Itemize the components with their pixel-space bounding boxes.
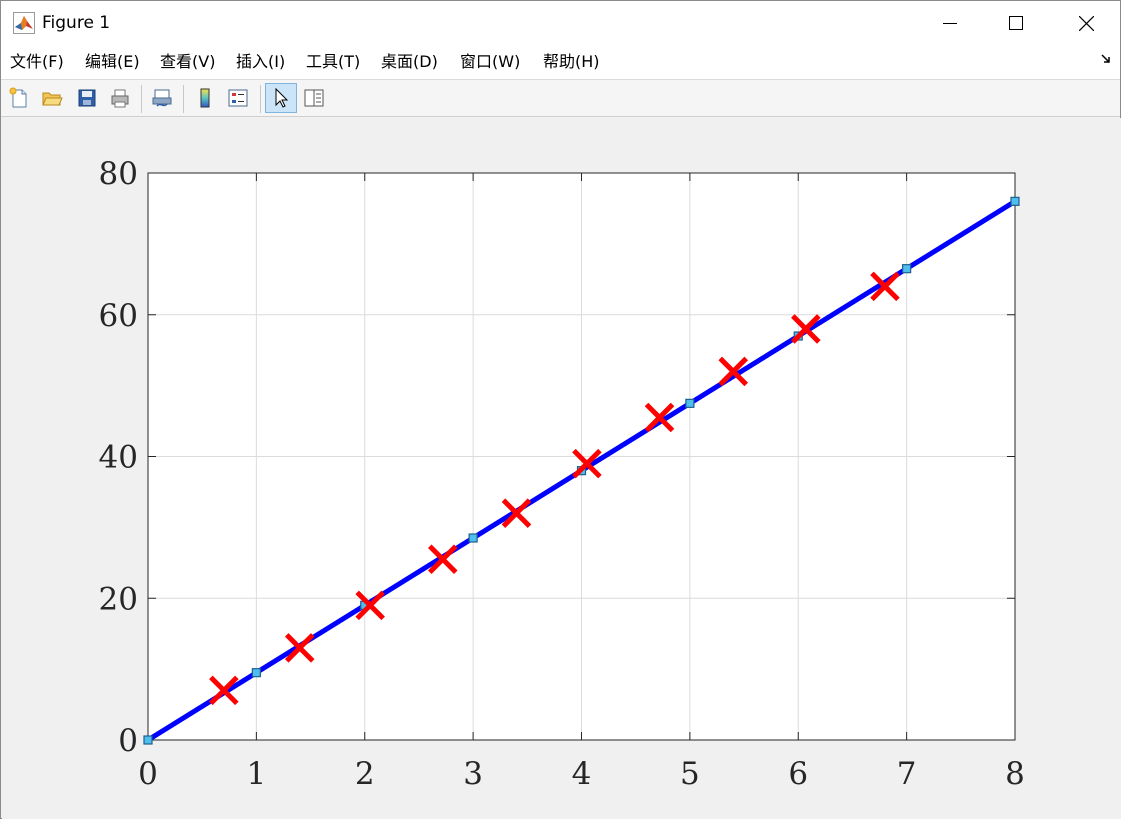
save-button[interactable] [73,84,101,112]
scatter-point-stroke [870,271,900,302]
menu-tools[interactable]: 工具(T) [306,52,361,71]
matlab-logo-icon [13,12,35,34]
line-data-point [1010,196,1020,206]
colorbar-button[interactable] [191,84,219,112]
line-data-point [251,668,261,678]
line-data-point [143,735,153,745]
menu-bar: 文件(F) 编辑(E) 查看(V) 插入(I) 工具(T) 桌面(D) 窗口(W… [1,45,1120,79]
maximize-icon [1009,16,1023,30]
x-tick-label: 6 [788,756,808,792]
x-tick-label: 7 [897,756,917,792]
menu-view[interactable]: 查看(V) [160,52,216,71]
menu-file[interactable]: 文件(F) [10,52,64,71]
y-tick-label: 80 [99,156,138,192]
scatter-point-stroke [284,633,315,663]
scatter-point-stroke [355,590,385,621]
series [143,196,1020,745]
x-tick-label: 2 [355,756,375,792]
figure-canvas: 0 1 2 3 4 5 6 7 8 0 20 40 60 80 [2,118,1121,819]
menu-edit[interactable]: 编辑(E) [85,52,140,71]
close-icon [1078,15,1094,31]
x-tick-label: 8 [1005,756,1025,792]
x-tick-label: 5 [680,756,700,792]
y-tick-label: 60 [99,298,138,334]
scatter-point-stroke [572,448,602,479]
property-inspector-icon [304,89,324,107]
new-figure-button[interactable] [5,84,33,112]
scatter-point-stroke [644,402,675,433]
scatter-point [644,402,675,433]
y-tick-label: 20 [99,581,138,617]
menu-desktop[interactable]: 桌面(D) [381,52,438,71]
scatter-point-stroke [501,498,532,528]
close-button[interactable] [1051,1,1121,45]
scatter-point-stroke [428,544,458,575]
x-tick-label: 0 [138,756,158,792]
link-plot-button[interactable] [148,84,176,112]
scatter-point-stroke [718,356,748,387]
property-inspector-button[interactable] [300,84,328,112]
link-plot-icon [152,89,172,107]
minimize-button[interactable] [915,1,985,45]
colorbar-icon [200,88,210,108]
scatter-point [355,590,385,621]
menu-help[interactable]: 帮助(H) [543,52,600,71]
line-data-point [685,398,695,408]
x-tick-label: 1 [247,756,267,792]
scatter-point-stroke [209,675,239,706]
line-data-point [902,264,912,274]
scatter-point [870,271,900,302]
scatter-point-stroke [791,314,821,344]
toolbar-separator [141,85,142,113]
y-tick-label: 40 [99,440,138,476]
scatter-point [428,544,458,575]
save-icon [78,89,96,107]
title-bar: Figure 1 [1,1,1120,45]
edit-plot-arrow-icon [275,87,289,108]
print-icon [111,89,129,108]
maximize-button[interactable] [981,1,1051,45]
scatter-point [501,498,532,528]
scatter-point [284,633,315,663]
open-file-icon [42,92,63,106]
open-file-button[interactable] [38,84,66,112]
x-tick-label: 3 [463,756,483,792]
y-tick-label: 0 [118,723,138,759]
print-button[interactable] [106,84,134,112]
line-data-point [468,533,478,543]
dock-arrow-icon[interactable] [1100,53,1112,65]
toolbar [1,79,1120,117]
toolbar-separator [260,85,261,113]
scatter-point [718,356,748,387]
scatter-point [572,448,602,479]
menu-insert[interactable]: 插入(I) [236,52,286,71]
window-title: Figure 1 [42,13,111,33]
scatter-point [791,314,821,344]
x-tick-label: 4 [572,756,592,792]
scatter-point [209,675,239,706]
legend-icon [228,89,248,107]
toolbar-separator [183,85,184,113]
menu-window[interactable]: 窗口(W) [460,52,521,71]
legend-button[interactable] [224,84,252,112]
new-figure-icon [9,87,27,108]
minimize-icon [943,23,957,24]
edit-plot-button[interactable] [265,83,297,113]
